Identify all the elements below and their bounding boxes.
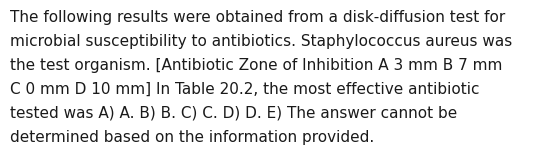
Text: the test organism. [Antibiotic Zone of Inhibition A 3 mm B 7 mm: the test organism. [Antibiotic Zone of I… bbox=[10, 58, 502, 73]
Text: determined based on the information provided.: determined based on the information prov… bbox=[10, 130, 374, 145]
Text: microbial susceptibility to antibiotics. Staphylococcus aureus was: microbial susceptibility to antibiotics.… bbox=[10, 34, 512, 49]
Text: tested was A) A. B) B. C) C. D) D. E) The answer cannot be: tested was A) A. B) B. C) C. D) D. E) Th… bbox=[10, 106, 457, 121]
Text: The following results were obtained from a disk-diffusion test for: The following results were obtained from… bbox=[10, 10, 505, 25]
Text: C 0 mm D 10 mm] In Table 20.2, the most effective antibiotic: C 0 mm D 10 mm] In Table 20.2, the most … bbox=[10, 82, 479, 97]
